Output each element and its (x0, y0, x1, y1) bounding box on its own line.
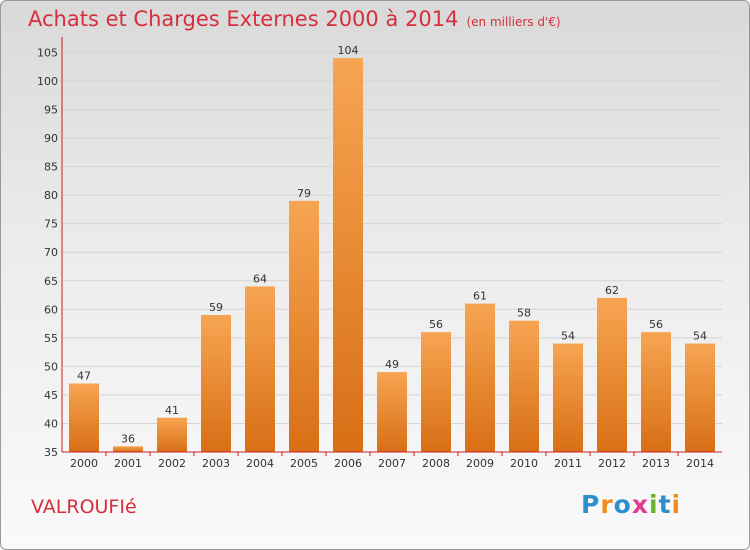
bar-value-label: 56 (649, 318, 663, 331)
logo-letter: i (671, 490, 682, 519)
y-tick-label: 85 (44, 161, 58, 174)
bar (465, 303, 495, 452)
x-tick-label: 2008 (422, 457, 450, 470)
logo-letter: x (631, 490, 649, 519)
bar-value-label: 62 (605, 284, 619, 297)
bar (685, 343, 715, 452)
bar (553, 343, 583, 452)
x-tick-label: 2014 (686, 457, 714, 470)
chart-title: Achats et Charges Externes 2000 à 2014 (e… (28, 7, 561, 31)
y-tick-label: 105 (37, 46, 58, 59)
chart-subtitle: (en milliers d'€) (466, 15, 561, 29)
y-tick-label: 95 (44, 104, 58, 117)
bar (333, 58, 363, 452)
axes (61, 37, 722, 456)
bar-value-label: 36 (121, 432, 135, 445)
y-tick-label: 65 (44, 275, 58, 288)
x-tick-label: 2005 (290, 457, 318, 470)
labels: 35 40 45 50 55 60 65 70 75 80 85 90 95 100 105 47 2000 36… (37, 44, 714, 470)
x-tick-label: 2009 (466, 457, 494, 470)
x-tick-label: 2007 (378, 457, 406, 470)
x-tick-label: 2001 (114, 457, 142, 470)
x-tick-label: 2013 (642, 457, 670, 470)
bar (113, 446, 143, 452)
bar (157, 417, 187, 452)
bar-value-label: 64 (253, 272, 267, 285)
bar-value-label: 49 (385, 358, 399, 371)
y-tick-label: 55 (44, 332, 58, 345)
bar-value-label: 104 (338, 44, 359, 57)
y-tick-label: 45 (44, 389, 58, 402)
x-tick-label: 2004 (246, 457, 274, 470)
bar (509, 320, 539, 452)
bar-value-label: 41 (165, 404, 179, 417)
bar-value-label: 54 (693, 330, 707, 343)
x-tick-label: 2000 (70, 457, 98, 470)
bar-value-label: 56 (429, 318, 443, 331)
logo-letter: r (600, 490, 614, 519)
bar-value-label: 54 (561, 330, 575, 343)
bar (245, 286, 275, 452)
x-tick-label: 2010 (510, 457, 538, 470)
bar (377, 372, 407, 452)
chart-title-text: Achats et Charges Externes 2000 à 2014 (28, 7, 459, 31)
x-tick-label: 2006 (334, 457, 362, 470)
y-tick-label: 75 (44, 218, 58, 231)
x-tick-label: 2002 (158, 457, 186, 470)
x-tick-label: 2003 (202, 457, 230, 470)
x-tick-label: 2011 (554, 457, 582, 470)
place-name: VALROUFIé (31, 496, 137, 518)
y-tick-label: 80 (44, 189, 58, 202)
bar (641, 332, 671, 452)
logo-letter: t (658, 490, 672, 519)
bar (201, 315, 231, 452)
bar-value-label: 61 (473, 290, 487, 303)
y-tick-label: 60 (44, 303, 58, 316)
bar-value-label: 59 (209, 301, 223, 314)
logo-letter: P (581, 490, 601, 519)
y-tick-label: 70 (44, 246, 58, 259)
logo-letter: o (613, 490, 632, 519)
bar (69, 383, 99, 452)
bar (597, 297, 627, 452)
y-tick-label: 40 (44, 417, 58, 430)
y-tick-label: 100 (37, 75, 58, 88)
proxiti-logo: Proxiti (581, 490, 681, 519)
y-tick-label: 90 (44, 132, 58, 145)
bar (421, 332, 451, 452)
bar-value-label: 47 (77, 370, 91, 383)
logo-letter: i (649, 490, 659, 519)
x-tick-label: 2012 (598, 457, 626, 470)
bar (289, 200, 319, 452)
y-tick-label: 35 (44, 446, 58, 459)
bars (69, 58, 715, 452)
y-tick-label: 50 (44, 360, 58, 373)
bar-value-label: 79 (297, 187, 311, 200)
bar-value-label: 58 (517, 307, 531, 320)
